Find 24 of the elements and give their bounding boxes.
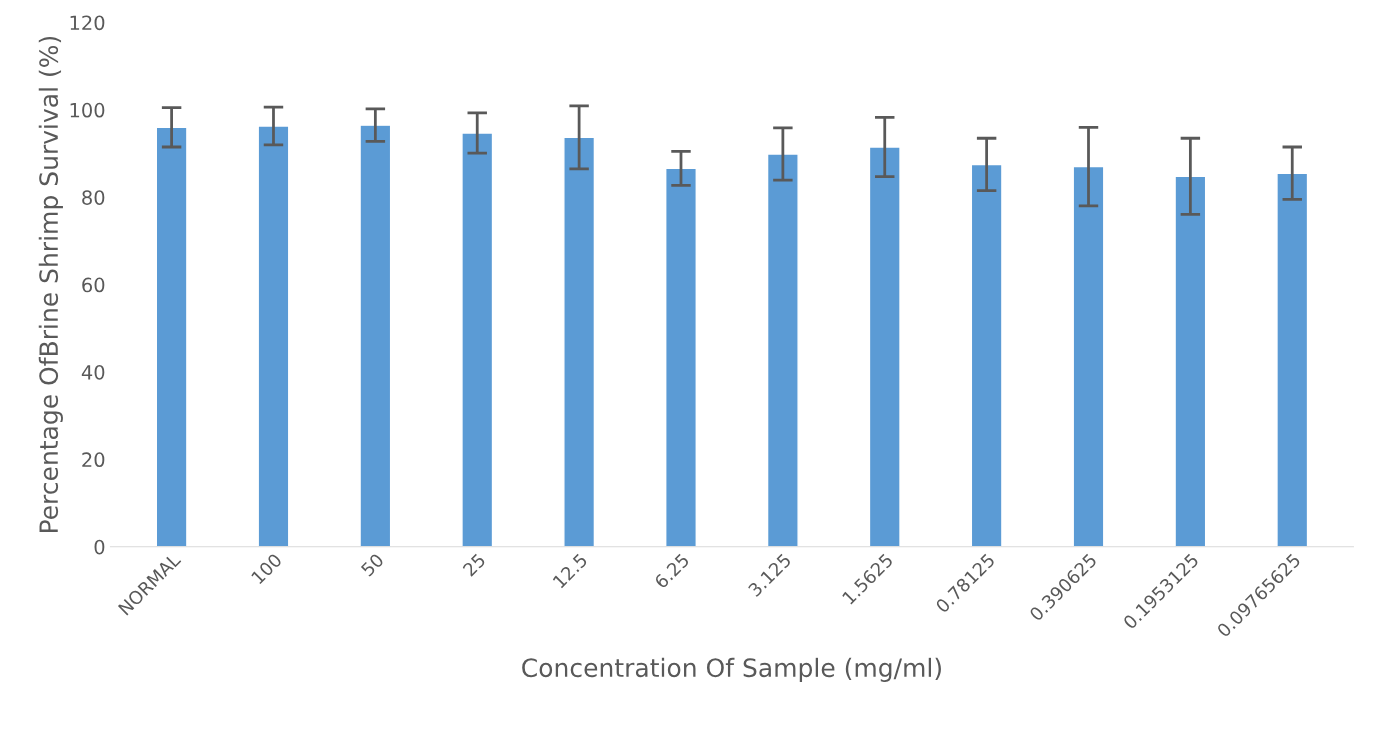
- y-tick-label: 100: [70, 102, 105, 118]
- bar: [1174, 175, 1207, 547]
- bar: [665, 167, 697, 547]
- x-tick-label: 100: [250, 552, 283, 585]
- bar: [1072, 165, 1105, 547]
- x-tick-label: 25: [462, 552, 486, 577]
- y-tick-label: 120: [70, 15, 105, 31]
- y-axis-title: Percentage OfBrine Shrimp Survival (%): [38, 36, 63, 533]
- bar: [257, 125, 290, 547]
- bar: [563, 136, 596, 547]
- y-tick-label: 0: [94, 539, 105, 555]
- y-tick-label: 80: [82, 190, 105, 205]
- bar: [1276, 172, 1309, 547]
- bar: [868, 146, 901, 547]
- x-tick-label: 50: [360, 552, 385, 577]
- bar: [155, 126, 188, 547]
- bar: [766, 153, 799, 547]
- x-axis-title: Concentration Of Sample (mg/ml): [522, 657, 941, 683]
- bar: [461, 132, 494, 547]
- y-tick-label: 40: [81, 364, 105, 380]
- y-tick-label: 20: [82, 452, 105, 468]
- bar: [970, 163, 1003, 547]
- y-tick-label: 60: [82, 277, 105, 293]
- bar: [359, 124, 392, 547]
